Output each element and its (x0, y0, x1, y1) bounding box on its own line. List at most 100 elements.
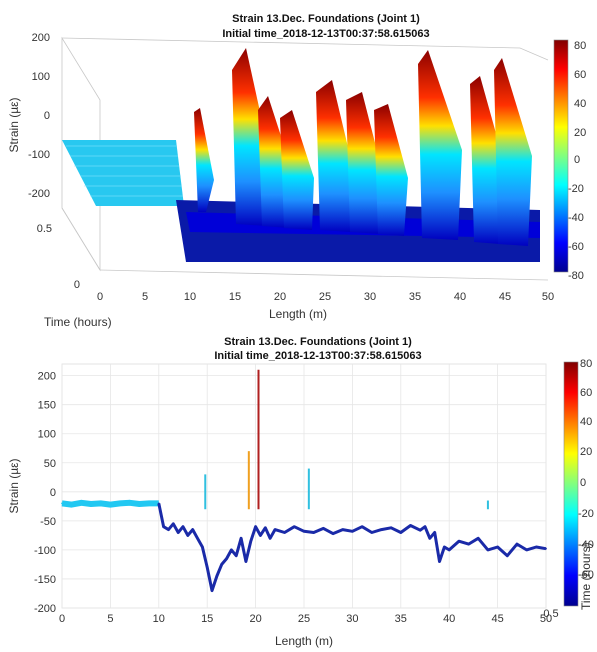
data-point (351, 530, 354, 533)
x-tick-label: 45 (491, 613, 503, 625)
colorbar-1: 80 60 40 20 0 -20 -40 -60 -80 (553, 39, 586, 282)
peak (470, 76, 504, 244)
series-layer (61, 499, 547, 593)
data-point (433, 531, 436, 534)
data-point (370, 531, 373, 534)
x-tick-label: 25 (319, 291, 331, 303)
colorbar-tick: 60 (580, 387, 592, 399)
data-point (322, 527, 325, 530)
data-point (182, 525, 184, 528)
y-axis-ticks: 200 150 100 50 0 -50 -100 -150 -200 (34, 371, 56, 615)
data-point (274, 528, 276, 531)
data-point (128, 501, 131, 504)
data-point (419, 529, 422, 532)
x-axis-label-2: Length (m) (275, 634, 333, 648)
data-point (399, 531, 402, 534)
data-point (225, 557, 228, 560)
x-tick-label: 35 (395, 613, 407, 625)
x-tick-label: 35 (409, 291, 421, 303)
z-axis-label: Strain (µε) (7, 98, 21, 153)
data-point (487, 549, 489, 551)
data-point (157, 502, 160, 505)
y-tick-label: 50 (44, 458, 56, 470)
x-tick-label: 45 (499, 291, 511, 303)
data-point (206, 566, 209, 569)
x-tick-label: 10 (153, 613, 165, 625)
chart1-subtitle: Initial time_2018-12-13T00:37:58.615063 (222, 28, 429, 40)
colorbar-tick: -60 (578, 569, 594, 581)
peak-layer (204, 369, 489, 510)
data-point (525, 549, 528, 551)
data-point (283, 531, 286, 534)
colorbar-tick: -20 (568, 183, 584, 195)
data-point (428, 537, 431, 540)
data-point (99, 502, 102, 505)
data-point (80, 501, 83, 504)
peak (280, 110, 314, 230)
peak (494, 58, 532, 246)
data-point (516, 543, 518, 545)
data-point (341, 528, 344, 531)
x-tick-label: 0 (97, 291, 103, 303)
colorbar-1-strip (553, 39, 569, 273)
data-point (424, 525, 426, 528)
x-tick-label: 0 (59, 613, 65, 625)
data-point (496, 546, 499, 548)
y-tick-label: -200 (34, 603, 56, 615)
data-point (477, 537, 480, 540)
z-tick-label: 200 (32, 32, 50, 44)
colorbar-tick: 20 (580, 446, 592, 458)
data-point (361, 525, 363, 528)
data-point (249, 540, 252, 543)
data-point (216, 575, 218, 577)
y-tick-label: -150 (34, 574, 56, 586)
z-tick-label: 0 (44, 110, 50, 122)
data-point (177, 531, 180, 534)
y-axis-label: Time (hours) (44, 315, 112, 329)
data-point (119, 502, 121, 505)
data-point (148, 502, 151, 505)
colorbar-2-strip (563, 361, 579, 607)
chart2-subtitle: Initial time_2018-12-13T00:37:58.615063 (214, 350, 421, 362)
colorbar-tick: 40 (574, 98, 586, 110)
colorbar-2: 80 60 40 20 0 -20 -40 -60 Time (hours) (563, 358, 594, 610)
data-point (390, 526, 392, 529)
x-tick-label: 15 (229, 291, 241, 303)
data-point (443, 546, 446, 548)
data-point (201, 546, 204, 548)
x-tick-label: 30 (346, 613, 358, 625)
data-point (196, 537, 199, 540)
y-tick-label: -100 (34, 545, 56, 557)
x-axis-label: Length (m) (269, 307, 327, 321)
series-line (157, 503, 547, 593)
colorbar-tick: 80 (580, 358, 592, 370)
y-tick-label: 0 (74, 279, 80, 291)
data-point (467, 543, 470, 545)
x-axis-ticks: 0 5 10 15 20 25 30 35 40 45 50 (59, 613, 552, 625)
data-point (172, 522, 175, 525)
colorbar-tick: -20 (578, 508, 594, 520)
z-axis: 200 100 0 -100 -200 Strain (µε) (7, 32, 50, 200)
colorbar-tick: -80 (568, 270, 584, 282)
data-point (138, 503, 141, 505)
x-tick-label: 25 (298, 613, 310, 625)
y-tick-label: 200 (38, 371, 56, 383)
x-axis-length: 0 5 10 15 20 25 30 35 40 45 50 Length (m… (97, 291, 554, 321)
y-tick-label: 100 (38, 429, 56, 441)
data-point (211, 589, 213, 592)
baseline-band-streaks (66, 145, 183, 197)
peak (232, 48, 268, 226)
y-tick-label: 0.5 (37, 223, 52, 235)
peak (418, 50, 462, 240)
data-point (220, 563, 223, 566)
corner-tick: 0.5 (543, 608, 558, 620)
data-point (269, 537, 271, 540)
x-tick-label: 50 (542, 291, 554, 303)
colorbar-tick: 0 (574, 154, 580, 166)
data-point (61, 502, 63, 505)
colorbar-tick: -40 (578, 539, 594, 551)
y-tick-label: 150 (38, 400, 56, 412)
colorbar-tick: 20 (574, 127, 586, 139)
colorbar-label: Time (hours) (579, 542, 593, 610)
data-point (259, 534, 262, 537)
